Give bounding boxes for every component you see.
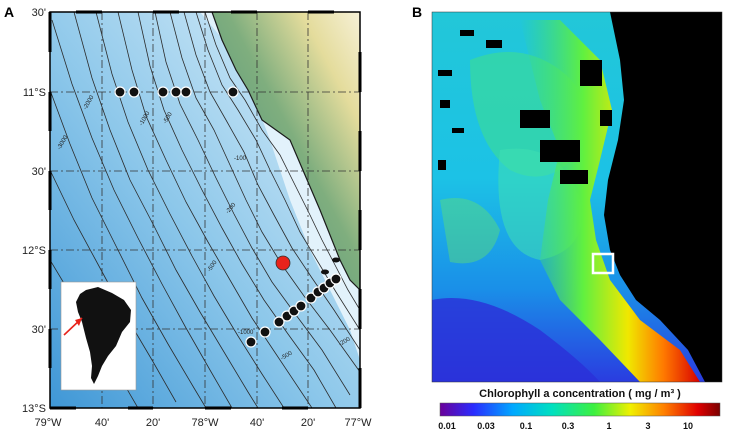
highlight-station bbox=[275, 255, 291, 271]
contour-label: -200 bbox=[338, 336, 352, 348]
coastal-markers bbox=[321, 257, 340, 275]
station-marker bbox=[114, 86, 126, 98]
station-marker bbox=[180, 86, 192, 98]
lon-label: 40' bbox=[95, 417, 109, 429]
station-marker bbox=[259, 326, 271, 338]
lon-label: 78°W bbox=[191, 417, 219, 429]
contour-label: -500 bbox=[163, 111, 175, 125]
station-marker bbox=[295, 300, 307, 312]
stations-11s bbox=[114, 86, 239, 98]
contour-label: -500 bbox=[280, 350, 294, 362]
station-marker bbox=[157, 86, 169, 98]
panel-a-letter: A bbox=[4, 4, 15, 20]
station-marker bbox=[170, 86, 182, 98]
frame-ticks bbox=[48, 10, 362, 410]
south-america-silhouette bbox=[76, 287, 131, 384]
coastline bbox=[211, 12, 360, 291]
lon-label: 40' bbox=[250, 417, 264, 429]
station-marker bbox=[273, 316, 285, 328]
lon-label: 20' bbox=[301, 417, 315, 429]
contour-label: -1000 bbox=[238, 330, 254, 336]
south-america-inset bbox=[60, 281, 137, 391]
lat-label: 11°S bbox=[23, 87, 46, 99]
longitude-labels: 79°W 40' 20' 78°W 40' 20' 77°W bbox=[34, 417, 372, 429]
station-marker bbox=[227, 86, 239, 98]
lon-label: 79°W bbox=[34, 417, 62, 429]
station-marker bbox=[128, 86, 140, 98]
lat-label: 12°S bbox=[22, 245, 46, 257]
station-marker bbox=[305, 292, 317, 304]
land-area bbox=[212, 12, 360, 290]
lon-label: 77°W bbox=[344, 417, 372, 429]
panel-b-letter: B bbox=[412, 4, 423, 20]
lon-label: 20' bbox=[146, 417, 160, 429]
station-marker bbox=[245, 336, 257, 348]
latitude-labels: 30' 11°S 30' 12°S 30' 13°S bbox=[22, 7, 46, 415]
lat-label: 30' bbox=[32, 166, 46, 178]
station-marker bbox=[330, 273, 342, 285]
graticule bbox=[50, 12, 360, 408]
lat-label: 13°S bbox=[22, 403, 46, 415]
contour-label: -100 bbox=[234, 156, 247, 162]
lat-label: 30' bbox=[32, 7, 46, 19]
lat-label: 30' bbox=[32, 324, 46, 336]
stations-diagonal bbox=[245, 273, 342, 348]
